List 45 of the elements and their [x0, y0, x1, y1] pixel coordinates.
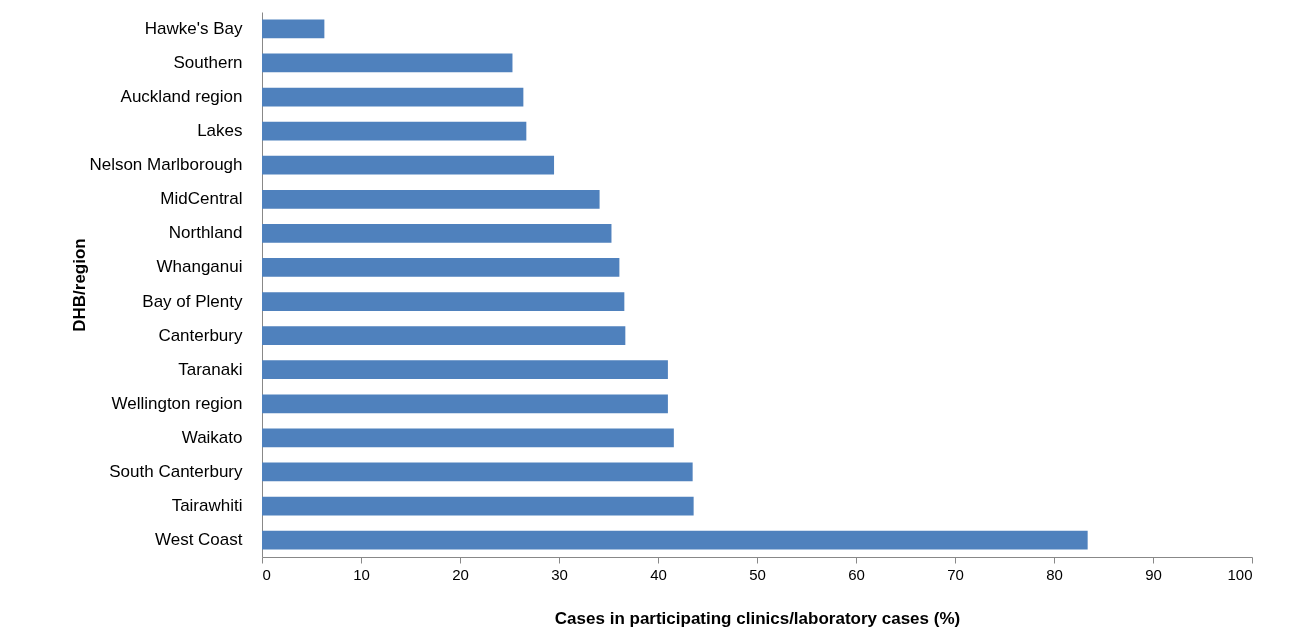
x-tick-label: 50 [749, 565, 766, 583]
x-tick-label: 60 [848, 565, 865, 583]
y-tick-label: Lakes [197, 121, 243, 141]
y-tick-label: Whanganui [156, 257, 243, 277]
y-tick-label: Nelson Marlborough [89, 155, 243, 175]
y-tick-label: Taranaki [178, 359, 243, 379]
x-axis-title: Cases in participating clinics/laboratory cases (%) [554, 608, 961, 628]
x-tick-label: 0 [262, 565, 271, 583]
bar [262, 224, 612, 243]
y-tick-label: South Canterbury [109, 461, 243, 481]
bar [262, 462, 693, 482]
y-axis-title: DHB/region [70, 238, 90, 332]
x-tick-label: 30 [551, 565, 568, 583]
y-tick-label: MidCentral [160, 189, 243, 209]
y-tick-label: Southern [173, 52, 243, 72]
y-tick-label: Canterbury [158, 325, 243, 345]
bar [262, 428, 674, 448]
bar [262, 155, 555, 175]
x-tick-label: 100 [1227, 565, 1253, 583]
bar [262, 292, 625, 311]
bar [262, 189, 600, 209]
y-tick-label: Northland [168, 223, 243, 243]
x-tick-label: 40 [650, 565, 667, 583]
x-tick-label: 80 [1046, 565, 1063, 583]
bar [262, 326, 626, 345]
bar [262, 530, 1088, 550]
y-tick-label: West Coast [154, 530, 243, 550]
bar [262, 496, 694, 516]
y-tick-label: Wellington region [111, 393, 243, 413]
y-tick-label: Hawke's Bay [144, 18, 243, 38]
bar [262, 121, 527, 141]
x-tick-label: 20 [452, 565, 469, 583]
x-tick-label: 90 [1145, 565, 1162, 583]
y-tick-label: Bay of Plenty [142, 291, 243, 311]
x-tick-label: 10 [353, 565, 370, 583]
bar [262, 87, 524, 107]
y-tick-label: Tairawhiti [171, 496, 243, 516]
y-tick-label: Waikato [181, 427, 243, 447]
x-tick-label: 70 [947, 565, 964, 583]
bar [262, 258, 620, 277]
bar [262, 394, 668, 414]
bar [262, 19, 325, 39]
y-tick-label: Auckland region [120, 87, 243, 107]
bar [262, 53, 513, 73]
bar [262, 360, 668, 380]
